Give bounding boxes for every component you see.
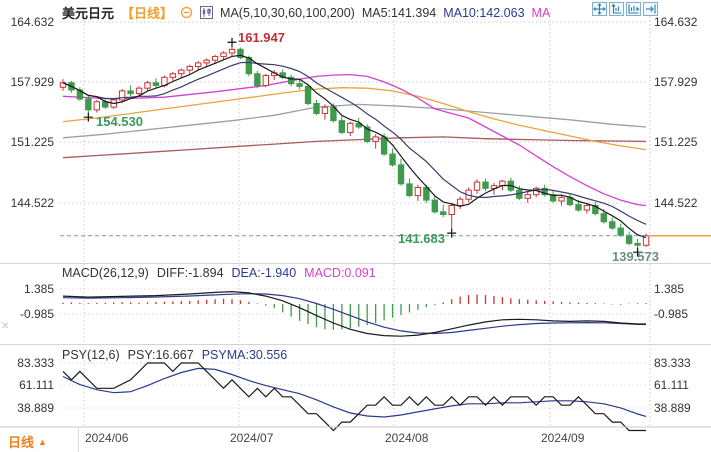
macd-title: MACD(26,12,9) (62, 266, 149, 280)
ma5-value: MA5:141.394 (361, 5, 437, 20)
date-axis-label: 2024/08 (385, 431, 429, 445)
macd-hist-value: MACD:0.091 (304, 266, 376, 280)
pane-close-icon[interactable]: ✕ (1, 321, 10, 332)
period-tag[interactable]: 【日线】 (121, 6, 174, 21)
price-axis-label-left: 144.522 (10, 196, 54, 210)
psy-axis-label-right: 38.889 (654, 401, 691, 415)
date-axis-label: 2024/07 (230, 431, 274, 445)
aug-low-label: 141.683 (398, 231, 445, 246)
macd-diff-value: DIFF:-1.894 (156, 266, 224, 280)
chart-toolbar (592, 2, 658, 16)
price-axis-label-left: 151.225 (10, 135, 54, 149)
macd-header: MACD(26,12,9) DIFF:-1.894 DEA:-1.940 MAC… (62, 266, 376, 280)
symbol-title: 美元日元 (62, 6, 115, 21)
date-axis-label: 2024/06 (85, 431, 129, 445)
psy-axis-label-left: 61.111 (19, 378, 54, 392)
go-to-latest-tool-icon[interactable] (643, 2, 658, 16)
psy-axis-label-left: 83.333 (17, 356, 54, 370)
psyma-value: PSYMA:30.556 (201, 348, 288, 362)
move-tool-icon[interactable] (592, 2, 607, 16)
price-axis-label-right: 144.522 (654, 196, 698, 210)
macd-axis-label-left: 1.385 (23, 282, 54, 296)
psy-value: PSY:16.667 (127, 348, 194, 362)
swing-high-label: 161.947 (238, 30, 285, 45)
pan-forward-tool-icon[interactable] (626, 2, 641, 16)
period-selector-label: 日线 (8, 435, 35, 450)
macd-axis-label-left: -0.985 (19, 307, 54, 321)
macd-dea-value: DEA:-1.940 (231, 266, 297, 280)
psy-axis-label-right: 61.111 (654, 378, 689, 392)
price-axis-label-right: 151.225 (654, 135, 698, 149)
psy-header: PSY(12,6) PSY:16.667 PSYMA:30.556 (62, 348, 287, 362)
psy-title: PSY(12,6) (62, 348, 120, 362)
june-low-label: 154.530 (96, 114, 143, 129)
psy-axis-label-left: 38.889 (17, 401, 54, 415)
chart-header: 美元日元 【日线】 MA(5,10,30,60,100,200) MA5:141… (62, 3, 550, 22)
price-axis-label-left: 157.929 (10, 75, 54, 89)
date-axis-label: 2024/09 (541, 431, 585, 445)
price-axis-label-right: 157.929 (654, 75, 698, 89)
ma30-value-truncated: MA (531, 5, 551, 20)
macd-axis-label-right: -0.985 (654, 307, 689, 321)
price-axis-label-right: 164.632 (654, 15, 698, 29)
indicator-settings-icon[interactable] (180, 6, 193, 19)
psy-axis-label-right: 83.333 (654, 356, 691, 370)
chevron-up-icon: ▲ (38, 436, 47, 447)
candlestick-chart-icon[interactable] (200, 6, 214, 19)
ma-settings-label: MA(5,10,30,60,100,200) (220, 5, 355, 20)
period-selector[interactable]: 日线 ▲ (8, 432, 47, 451)
ma10-value: MA10:142.063 (443, 5, 525, 20)
macd-axis-label-right: 1.385 (654, 282, 685, 296)
price-axis-label-left: 164.632 (10, 15, 54, 29)
reset-view-tool-icon[interactable] (609, 2, 624, 16)
sep-low-label: 139.573 (612, 249, 659, 264)
